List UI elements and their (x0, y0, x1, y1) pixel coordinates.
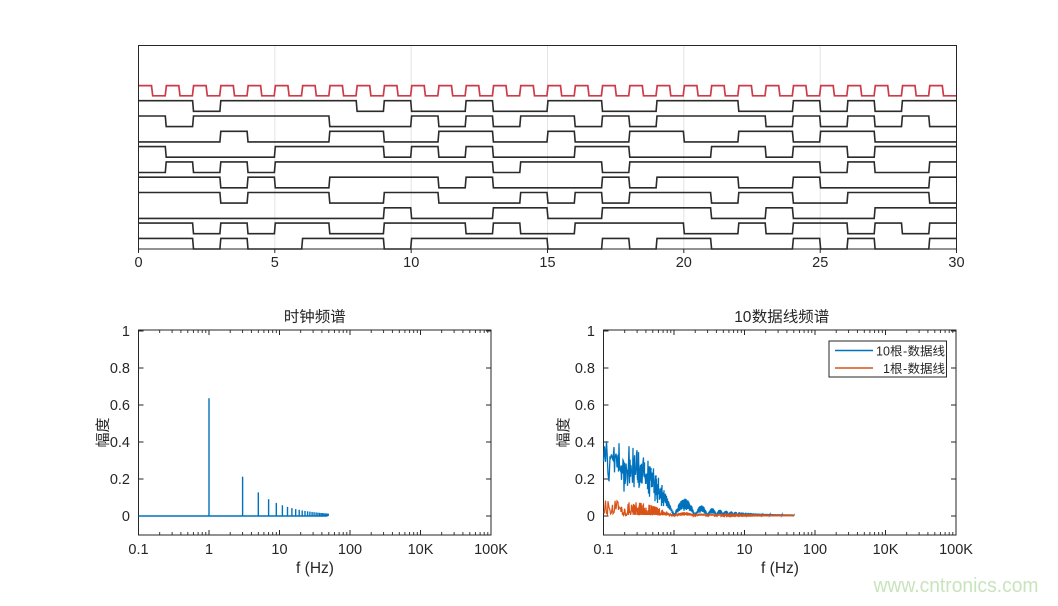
svg-text:f (Hz): f (Hz) (761, 560, 799, 577)
svg-text:10: 10 (734, 309, 752, 326)
svg-text:0.6: 0.6 (575, 398, 595, 414)
svg-text:10: 10 (876, 345, 890, 359)
svg-text:1: 1 (205, 542, 213, 558)
svg-text:5: 5 (271, 255, 279, 271)
svg-text:1: 1 (883, 362, 890, 376)
svg-text:20: 20 (676, 255, 692, 271)
svg-text:0.2: 0.2 (110, 472, 130, 488)
svg-text:0.4: 0.4 (110, 435, 130, 451)
svg-text:1: 1 (122, 324, 130, 340)
svg-text:25: 25 (812, 255, 828, 271)
svg-text:1: 1 (587, 324, 595, 340)
svg-text:100: 100 (803, 542, 827, 558)
svg-text:1: 1 (670, 542, 678, 558)
svg-text:30: 30 (948, 255, 964, 271)
svg-text:10K: 10K (873, 542, 899, 558)
svg-text:-: - (903, 362, 907, 376)
svg-text:0.8: 0.8 (575, 361, 595, 377)
svg-text:10: 10 (403, 255, 419, 271)
svg-text:10K: 10K (408, 542, 434, 558)
svg-text:www.cntronics.com: www.cntronics.com (873, 574, 1039, 597)
svg-text:0.1: 0.1 (128, 542, 148, 558)
svg-text:100K: 100K (474, 542, 508, 558)
svg-text:0: 0 (134, 255, 142, 271)
svg-text:0.2: 0.2 (575, 472, 595, 488)
svg-text:0.6: 0.6 (110, 398, 130, 414)
svg-text:0.1: 0.1 (593, 542, 613, 558)
svg-text:-: - (903, 345, 907, 359)
svg-text:10: 10 (736, 542, 752, 558)
svg-text:10: 10 (271, 542, 287, 558)
svg-text:0: 0 (122, 509, 130, 525)
svg-text:0: 0 (587, 509, 595, 525)
svg-text:100: 100 (338, 542, 362, 558)
svg-text:15: 15 (539, 255, 555, 271)
svg-text:f (Hz): f (Hz) (296, 560, 334, 577)
svg-text:100K: 100K (939, 542, 973, 558)
svg-text:0.8: 0.8 (110, 361, 130, 377)
svg-text:0.4: 0.4 (575, 435, 595, 451)
